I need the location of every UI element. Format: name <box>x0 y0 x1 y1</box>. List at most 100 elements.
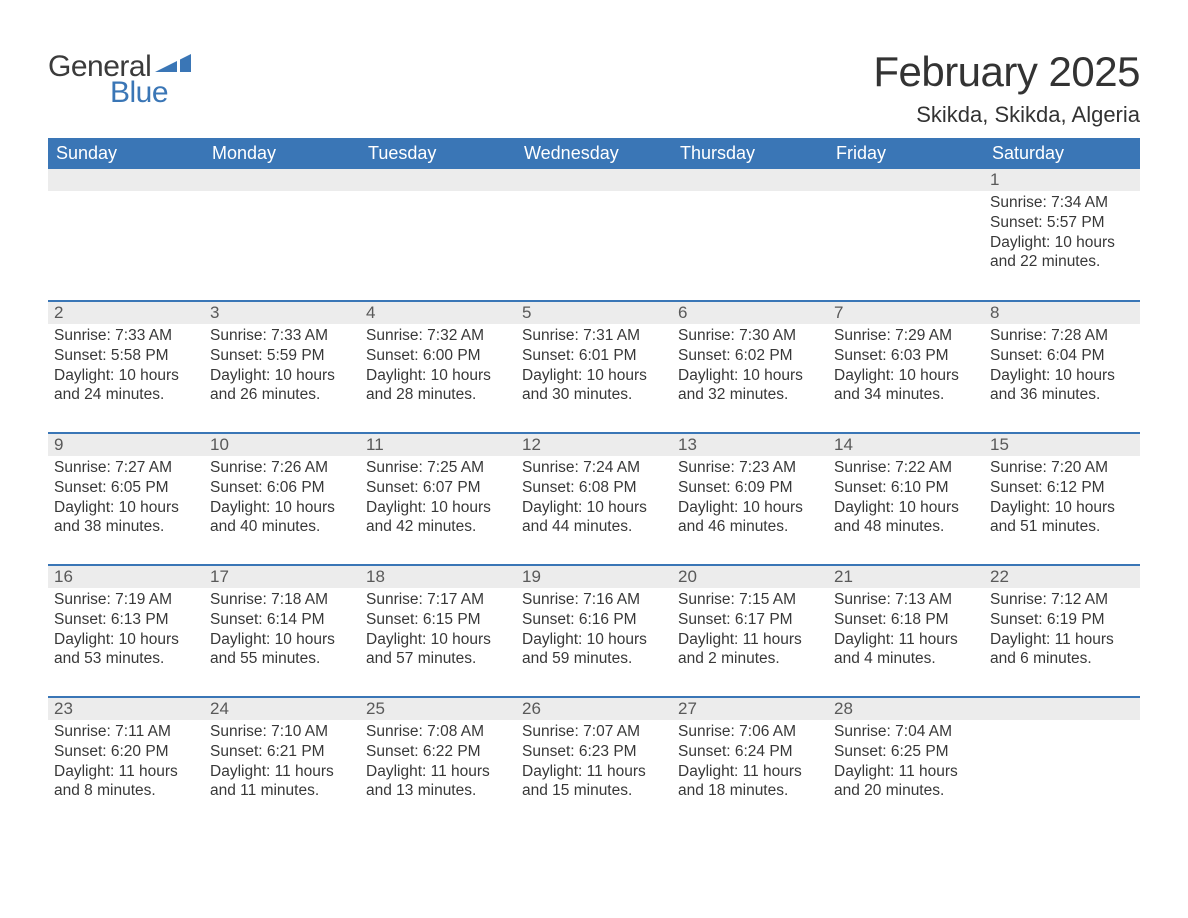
day-body: Sunrise: 7:27 AMSunset: 6:05 PMDaylight:… <box>48 456 204 543</box>
sunset-line: Sunset: 6:20 PM <box>54 742 198 762</box>
daylight-line: Daylight: 10 hours and 53 minutes. <box>54 630 198 670</box>
calendar-cell: 1Sunrise: 7:34 AMSunset: 5:57 PMDaylight… <box>984 169 1140 301</box>
day-number-band: 15 <box>984 434 1140 456</box>
day-number-band: 23 <box>48 698 204 720</box>
sunset-line: Sunset: 6:06 PM <box>210 478 354 498</box>
calendar-cell: 19Sunrise: 7:16 AMSunset: 6:16 PMDayligh… <box>516 565 672 697</box>
calendar-week-row: 23Sunrise: 7:11 AMSunset: 6:20 PMDayligh… <box>48 697 1140 829</box>
daylight-line: Daylight: 10 hours and 44 minutes. <box>522 498 666 538</box>
day-number-band: 21 <box>828 566 984 588</box>
calendar-cell: 8Sunrise: 7:28 AMSunset: 6:04 PMDaylight… <box>984 301 1140 433</box>
sunrise-line: Sunrise: 7:17 AM <box>366 590 510 610</box>
day-body: Sunrise: 7:19 AMSunset: 6:13 PMDaylight:… <box>48 588 204 675</box>
sunrise-line: Sunrise: 7:34 AM <box>990 193 1134 213</box>
sunrise-line: Sunrise: 7:13 AM <box>834 590 978 610</box>
daylight-line: Daylight: 10 hours and 38 minutes. <box>54 498 198 538</box>
daylight-line: Daylight: 10 hours and 30 minutes. <box>522 366 666 406</box>
calendar-cell: 2Sunrise: 7:33 AMSunset: 5:58 PMDaylight… <box>48 301 204 433</box>
day-number-band: 25 <box>360 698 516 720</box>
calendar-cell: 17Sunrise: 7:18 AMSunset: 6:14 PMDayligh… <box>204 565 360 697</box>
day-body <box>828 191 984 199</box>
day-number-band: 18 <box>360 566 516 588</box>
day-body: Sunrise: 7:17 AMSunset: 6:15 PMDaylight:… <box>360 588 516 675</box>
day-body <box>360 191 516 199</box>
sunrise-line: Sunrise: 7:04 AM <box>834 722 978 742</box>
day-number-band <box>204 169 360 191</box>
calendar-cell <box>516 169 672 301</box>
daylight-line: Daylight: 10 hours and 24 minutes. <box>54 366 198 406</box>
sunrise-line: Sunrise: 7:19 AM <box>54 590 198 610</box>
day-body: Sunrise: 7:25 AMSunset: 6:07 PMDaylight:… <box>360 456 516 543</box>
day-body: Sunrise: 7:10 AMSunset: 6:21 PMDaylight:… <box>204 720 360 807</box>
sunrise-line: Sunrise: 7:18 AM <box>210 590 354 610</box>
day-number-band: 2 <box>48 302 204 324</box>
brand-flag-icon <box>155 52 195 76</box>
calendar-week-row: 9Sunrise: 7:27 AMSunset: 6:05 PMDaylight… <box>48 433 1140 565</box>
calendar-cell: 24Sunrise: 7:10 AMSunset: 6:21 PMDayligh… <box>204 697 360 829</box>
weekday-header: Friday <box>828 138 984 169</box>
sunset-line: Sunset: 6:04 PM <box>990 346 1134 366</box>
day-number-band: 24 <box>204 698 360 720</box>
daylight-line: Daylight: 11 hours and 6 minutes. <box>990 630 1134 670</box>
sunset-line: Sunset: 6:03 PM <box>834 346 978 366</box>
day-number-band: 3 <box>204 302 360 324</box>
day-body: Sunrise: 7:23 AMSunset: 6:09 PMDaylight:… <box>672 456 828 543</box>
calendar-cell <box>984 697 1140 829</box>
day-body: Sunrise: 7:26 AMSunset: 6:06 PMDaylight:… <box>204 456 360 543</box>
calendar-cell: 5Sunrise: 7:31 AMSunset: 6:01 PMDaylight… <box>516 301 672 433</box>
daylight-line: Daylight: 11 hours and 2 minutes. <box>678 630 822 670</box>
sunrise-line: Sunrise: 7:25 AM <box>366 458 510 478</box>
calendar-cell: 4Sunrise: 7:32 AMSunset: 6:00 PMDaylight… <box>360 301 516 433</box>
day-number-band <box>48 169 204 191</box>
day-number-band: 9 <box>48 434 204 456</box>
sunrise-line: Sunrise: 7:10 AM <box>210 722 354 742</box>
daylight-line: Daylight: 10 hours and 40 minutes. <box>210 498 354 538</box>
day-number-band: 26 <box>516 698 672 720</box>
calendar-cell: 12Sunrise: 7:24 AMSunset: 6:08 PMDayligh… <box>516 433 672 565</box>
day-number-band: 27 <box>672 698 828 720</box>
sunset-line: Sunset: 6:05 PM <box>54 478 198 498</box>
sunrise-line: Sunrise: 7:12 AM <box>990 590 1134 610</box>
sunrise-line: Sunrise: 7:28 AM <box>990 326 1134 346</box>
weekday-header: Saturday <box>984 138 1140 169</box>
day-body: Sunrise: 7:18 AMSunset: 6:14 PMDaylight:… <box>204 588 360 675</box>
sunrise-line: Sunrise: 7:30 AM <box>678 326 822 346</box>
sunset-line: Sunset: 6:07 PM <box>366 478 510 498</box>
calendar-cell: 27Sunrise: 7:06 AMSunset: 6:24 PMDayligh… <box>672 697 828 829</box>
calendar-cell: 14Sunrise: 7:22 AMSunset: 6:10 PMDayligh… <box>828 433 984 565</box>
calendar-cell: 28Sunrise: 7:04 AMSunset: 6:25 PMDayligh… <box>828 697 984 829</box>
daylight-line: Daylight: 11 hours and 11 minutes. <box>210 762 354 802</box>
sunset-line: Sunset: 6:24 PM <box>678 742 822 762</box>
calendar-cell <box>204 169 360 301</box>
weekday-header-row: SundayMondayTuesdayWednesdayThursdayFrid… <box>48 138 1140 169</box>
day-body <box>204 191 360 199</box>
day-body: Sunrise: 7:15 AMSunset: 6:17 PMDaylight:… <box>672 588 828 675</box>
sunset-line: Sunset: 6:12 PM <box>990 478 1134 498</box>
calendar-cell: 21Sunrise: 7:13 AMSunset: 6:18 PMDayligh… <box>828 565 984 697</box>
sunset-line: Sunset: 6:23 PM <box>522 742 666 762</box>
sunset-line: Sunset: 5:59 PM <box>210 346 354 366</box>
sunrise-line: Sunrise: 7:33 AM <box>210 326 354 346</box>
day-body: Sunrise: 7:33 AMSunset: 5:59 PMDaylight:… <box>204 324 360 411</box>
day-body: Sunrise: 7:12 AMSunset: 6:19 PMDaylight:… <box>984 588 1140 675</box>
sunrise-line: Sunrise: 7:32 AM <box>366 326 510 346</box>
day-number-band: 17 <box>204 566 360 588</box>
calendar-week-row: 16Sunrise: 7:19 AMSunset: 6:13 PMDayligh… <box>48 565 1140 697</box>
sunrise-line: Sunrise: 7:08 AM <box>366 722 510 742</box>
day-number-band: 7 <box>828 302 984 324</box>
daylight-line: Daylight: 10 hours and 28 minutes. <box>366 366 510 406</box>
weekday-header: Wednesday <box>516 138 672 169</box>
sunset-line: Sunset: 6:21 PM <box>210 742 354 762</box>
calendar-cell: 15Sunrise: 7:20 AMSunset: 6:12 PMDayligh… <box>984 433 1140 565</box>
daylight-line: Daylight: 11 hours and 4 minutes. <box>834 630 978 670</box>
day-number-band: 6 <box>672 302 828 324</box>
calendar-cell: 10Sunrise: 7:26 AMSunset: 6:06 PMDayligh… <box>204 433 360 565</box>
day-number-band: 28 <box>828 698 984 720</box>
sunrise-line: Sunrise: 7:27 AM <box>54 458 198 478</box>
sunset-line: Sunset: 6:17 PM <box>678 610 822 630</box>
calendar-cell: 16Sunrise: 7:19 AMSunset: 6:13 PMDayligh… <box>48 565 204 697</box>
calendar-cell: 6Sunrise: 7:30 AMSunset: 6:02 PMDaylight… <box>672 301 828 433</box>
day-number-band: 13 <box>672 434 828 456</box>
day-number-band: 1 <box>984 169 1140 191</box>
calendar-cell: 22Sunrise: 7:12 AMSunset: 6:19 PMDayligh… <box>984 565 1140 697</box>
